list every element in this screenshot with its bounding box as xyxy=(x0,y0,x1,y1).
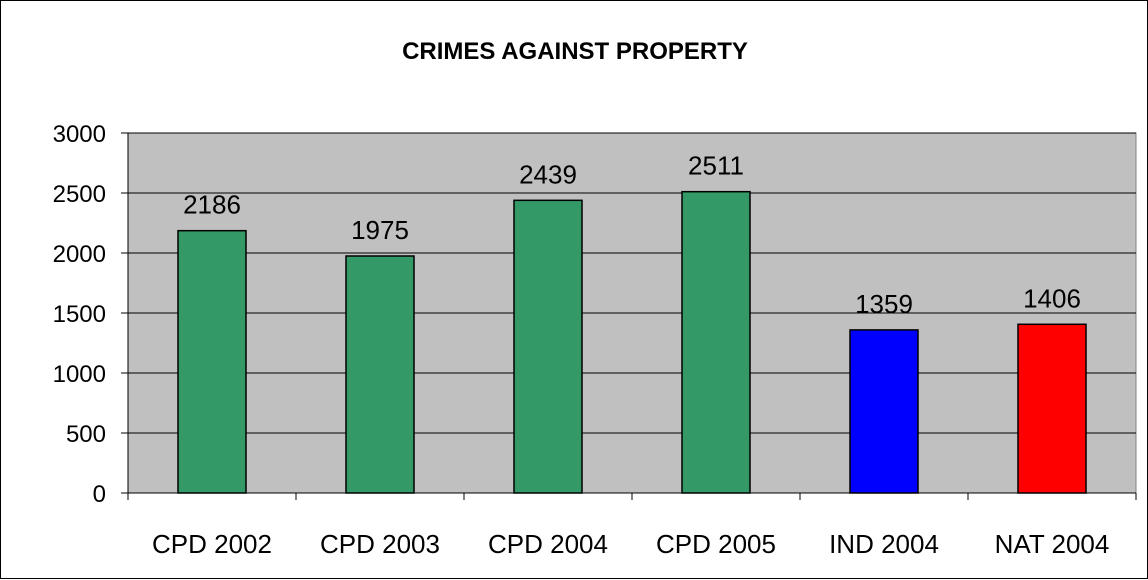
y-tick-label: 2500 xyxy=(53,181,106,208)
x-tick-label: CPD 2002 xyxy=(152,529,272,559)
data-labels: 2186 1975 2439 2511 1359 1406 xyxy=(183,151,1081,319)
data-label: 1359 xyxy=(855,289,913,319)
x-tick-label: NAT 2004 xyxy=(995,529,1110,559)
x-tick-label: CPD 2004 xyxy=(488,529,608,559)
x-tick-label: CPD 2003 xyxy=(320,529,440,559)
gridlines xyxy=(128,132,1136,434)
data-label: 2186 xyxy=(183,190,241,220)
data-label: 2511 xyxy=(688,151,744,181)
x-tick-label: IND 2004 xyxy=(829,529,939,559)
y-tick-label: 1000 xyxy=(53,361,106,388)
y-tick-label: 500 xyxy=(66,421,106,448)
y-tick-label: 3000 xyxy=(53,121,106,148)
bar xyxy=(681,190,751,494)
chart-title: CRIMES AGAINST PROPERTY xyxy=(402,38,748,65)
bar xyxy=(345,255,415,494)
bar xyxy=(1017,323,1087,494)
bar xyxy=(177,229,247,494)
y-tick-label: 2000 xyxy=(53,241,106,268)
bar xyxy=(849,329,919,494)
y-tick-label: 0 xyxy=(93,481,106,508)
y-tick-label: 1500 xyxy=(53,301,106,328)
data-label: 1406 xyxy=(1023,283,1081,313)
bar xyxy=(513,199,583,494)
x-tick-label: CPD 2005 xyxy=(656,529,776,559)
data-label: 1975 xyxy=(351,215,409,245)
axes: 0 500 1000 1500 2000 2500 3000 CPD 2002 CPD 2003… xyxy=(53,121,1137,559)
bars xyxy=(177,190,1087,494)
data-label: 2439 xyxy=(519,159,577,189)
